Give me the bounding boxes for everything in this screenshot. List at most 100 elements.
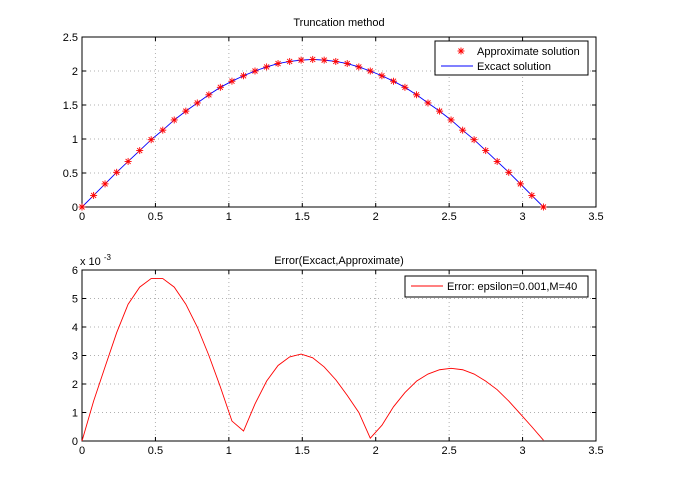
y-tick-label: 3 xyxy=(72,351,78,363)
marker-stroke xyxy=(79,204,85,210)
marker-stroke xyxy=(390,78,397,85)
y-tick-label: 0 xyxy=(72,436,78,448)
marker-stroke xyxy=(344,60,351,67)
series-line xyxy=(81,58,544,208)
marker-stroke xyxy=(171,117,178,123)
legend-marker xyxy=(457,47,465,55)
marker-stroke xyxy=(321,57,327,63)
y-multiplier: x 10 -3 xyxy=(80,253,112,268)
legend: Error: epsilon=0.001,M=40 xyxy=(404,275,589,298)
marker-stroke xyxy=(425,100,431,106)
data-point xyxy=(263,63,271,71)
marker-stroke xyxy=(356,64,362,70)
data-point xyxy=(355,63,363,71)
marker-stroke xyxy=(309,56,316,63)
x-tick-label: 3 xyxy=(520,211,526,223)
x-tick-label: 1.5 xyxy=(295,211,310,223)
marker-stroke xyxy=(183,108,189,114)
marker-stroke xyxy=(494,158,500,165)
marker-stroke xyxy=(90,192,97,199)
y-tick-label: 2 xyxy=(72,379,78,391)
marker-stroke xyxy=(402,84,408,91)
marker-stroke xyxy=(448,117,454,123)
marker-stroke xyxy=(471,136,477,143)
marker-stroke xyxy=(459,127,466,133)
data-point xyxy=(505,168,513,176)
data-point xyxy=(182,107,190,115)
x-tick-label: 1.5 xyxy=(295,445,310,457)
x-tick-label: 3.5 xyxy=(588,445,603,457)
data-point xyxy=(320,56,328,64)
marker-stroke xyxy=(113,169,120,176)
data-point xyxy=(389,77,397,85)
x-tick-label: 0 xyxy=(79,445,85,457)
data-point xyxy=(240,72,248,80)
y-tick-label: 4 xyxy=(72,322,78,334)
y-tick-label: 6 xyxy=(72,265,78,277)
data-point xyxy=(516,180,524,188)
marker-stroke xyxy=(529,192,535,199)
y-tick-label: 0.5 xyxy=(63,168,78,180)
data-point xyxy=(297,56,305,64)
x-tick-label: 2 xyxy=(373,445,379,457)
data-point xyxy=(470,136,478,144)
marker-stroke xyxy=(252,68,258,74)
marker-stroke xyxy=(332,58,339,65)
data-point xyxy=(251,67,259,75)
x-tick-label: 2.5 xyxy=(441,211,456,223)
data-point xyxy=(493,157,501,165)
x-tick-label: 2.5 xyxy=(441,445,456,457)
x-tick-label: 0 xyxy=(79,211,85,223)
data-point xyxy=(424,99,432,107)
x-tick-label: 2 xyxy=(373,211,379,223)
y-tick-label: 2 xyxy=(72,66,78,78)
marker-stroke xyxy=(505,169,512,176)
marker-stroke xyxy=(379,72,385,79)
data-point xyxy=(216,83,224,91)
marker-stroke xyxy=(275,60,281,67)
data-point xyxy=(332,57,340,65)
top-axes: 0 0.5 1 1.5 2 2.5 3 3.5 0 0.5 1 1.5 2 2.5 Truncation m… xyxy=(63,17,604,223)
data-point xyxy=(401,83,409,91)
data-point xyxy=(113,168,121,176)
y-tick-label: 1.5 xyxy=(63,100,78,112)
data-point xyxy=(90,191,98,199)
marker-stroke xyxy=(413,91,420,98)
data-point xyxy=(101,180,109,188)
chart-title: Truncation method xyxy=(293,17,384,29)
marker-stroke xyxy=(229,78,235,85)
y-tick-label: 1 xyxy=(72,408,78,420)
marker-stroke xyxy=(148,136,154,143)
marker-stroke xyxy=(159,127,166,133)
marker-stroke xyxy=(102,181,108,187)
data-point xyxy=(378,72,386,80)
x-tick-label: 1 xyxy=(226,445,232,457)
x-tick-label: 3 xyxy=(520,445,526,457)
marker-stroke xyxy=(240,72,247,79)
data-point xyxy=(124,157,132,165)
data-point xyxy=(343,60,351,68)
marker-stroke xyxy=(125,158,131,165)
data-point xyxy=(309,55,317,63)
marker-stroke xyxy=(286,58,293,65)
marker-stroke xyxy=(206,91,212,98)
legend-label: Excact solution xyxy=(477,61,551,73)
bottom-axes: 0 0.5 1 1.5 2 2.5 3 3.5 0 1 2 3 4 5 6 Error(Excact,Appr… xyxy=(72,253,604,457)
data-point xyxy=(78,203,86,211)
data-point xyxy=(447,116,455,124)
legend-label: Error: epsilon=0.001,M=40 xyxy=(447,281,577,293)
marker-stroke xyxy=(263,64,270,70)
y-tick-label: 1 xyxy=(72,134,78,146)
marker-stroke xyxy=(217,84,224,91)
marker-stroke xyxy=(482,147,489,154)
x-tick-label: 3.5 xyxy=(588,211,603,223)
data-point xyxy=(228,77,236,85)
marker-stroke xyxy=(136,147,143,154)
data-point xyxy=(413,91,421,99)
chart-title: Error(Excact,Approximate) xyxy=(274,255,404,267)
legend-box xyxy=(404,275,589,298)
x-tick-label: 0.5 xyxy=(148,211,163,223)
data-point xyxy=(159,126,167,134)
x-tick-label: 1 xyxy=(226,211,232,223)
